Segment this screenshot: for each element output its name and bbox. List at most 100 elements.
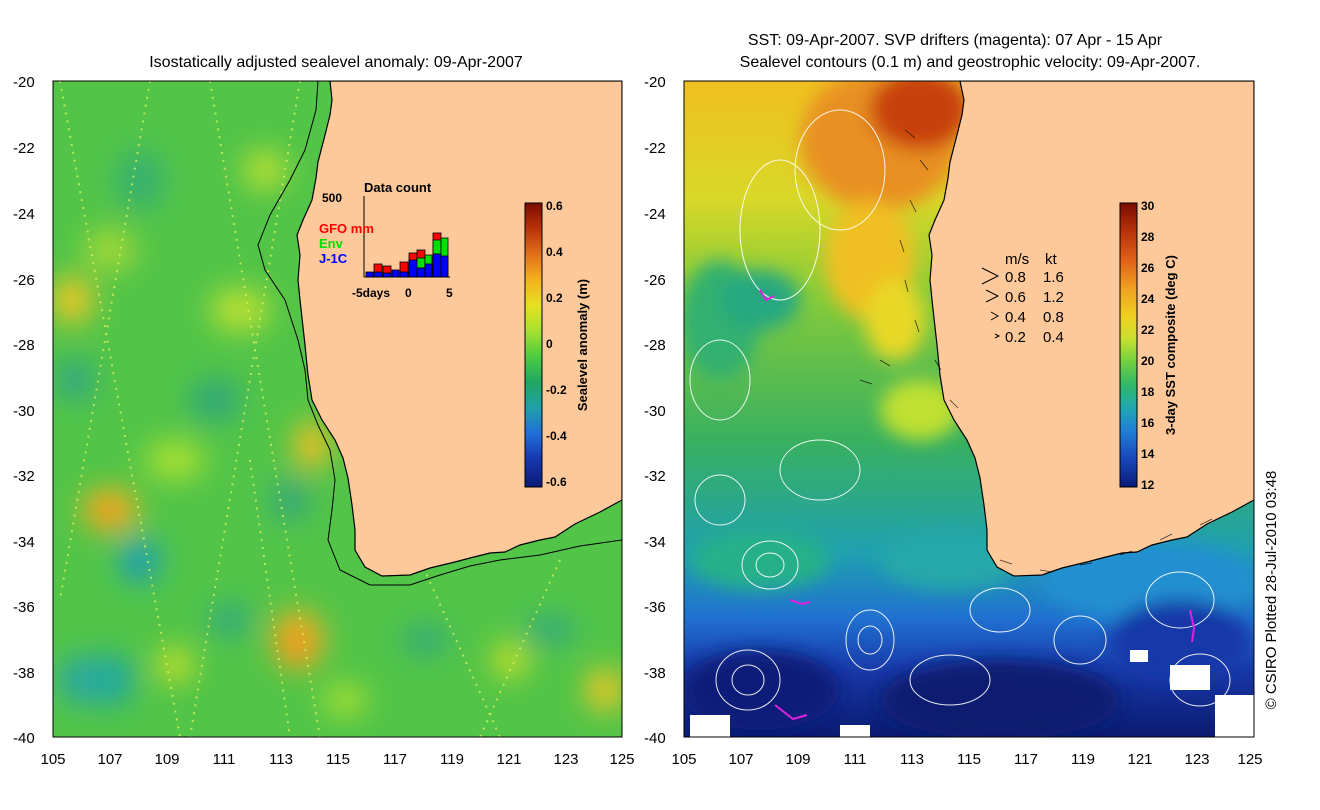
histogram-legend-gfo: GFO mm [319, 221, 374, 236]
right-frame [683, 80, 1255, 738]
velocity-legend-kt: 1.6 [1043, 269, 1064, 286]
left-y-axis: -20 -22 -24 -26 -28 -30 -32 -34 -36 -38 … [13, 74, 35, 747]
left-colorbar-tick: 0 [546, 337, 553, 351]
right-colorbar-tick: 30 [1141, 199, 1155, 213]
right-x-tick: 125 [1237, 751, 1262, 768]
velocity-arrow-icon [990, 311, 1000, 321]
right-colorbar: 30 28 26 24 22 20 18 16 14 12 3-day SST … [1119, 199, 1178, 492]
histogram-legend-env: Env [319, 236, 344, 251]
left-y-tick: -34 [13, 534, 35, 551]
right-velocity-arrows [859, 129, 1213, 573]
velocity-legend-ms: 0.4 [1005, 309, 1026, 326]
right-x-tick: 105 [671, 751, 696, 768]
left-x-tick: 117 [383, 751, 407, 768]
left-y-tick: -22 [13, 140, 35, 157]
data-count-histogram: Data count 500 GFO mm Env [319, 180, 453, 300]
histogram-xlabel-start: -5days [352, 286, 390, 300]
right-colorbar-tick: 20 [1141, 354, 1155, 368]
velocity-legend-header-kt: kt [1045, 251, 1058, 268]
left-y-tick: -38 [13, 665, 35, 682]
right-colorbar-tick: 18 [1141, 385, 1155, 399]
right-x-tick: 115 [957, 751, 981, 768]
left-x-tick: 121 [496, 751, 521, 768]
left-x-tick: 111 [213, 751, 236, 768]
right-cloud-mask [690, 650, 1254, 737]
left-colorbar-bar [524, 202, 543, 488]
right-y-tick: -22 [644, 140, 666, 157]
velocity-legend-ms: 0.8 [1005, 269, 1026, 286]
right-y-tick: -20 [644, 74, 666, 91]
left-y-tick: -26 [13, 272, 35, 289]
velocity-legend-ms: 0.6 [1005, 289, 1026, 306]
velocity-arrow-icon [985, 289, 1000, 303]
right-y-tick: -30 [644, 403, 666, 420]
right-y-tick: -24 [644, 206, 666, 223]
right-x-tick: 107 [728, 751, 753, 768]
left-x-tick: 107 [97, 751, 122, 768]
right-colorbar-tick: 24 [1141, 292, 1155, 306]
right-colorbar-tick: 28 [1141, 230, 1155, 244]
right-land [928, 81, 1254, 577]
right-colorbar-bar [1119, 202, 1138, 488]
left-y-tick: -32 [13, 468, 35, 485]
right-colorbar-tick: 16 [1141, 416, 1155, 430]
right-y-tick: -36 [644, 599, 666, 616]
left-x-tick: 105 [40, 751, 65, 768]
right-y-tick: -40 [644, 730, 666, 747]
right-drifter-tracks [759, 289, 1196, 721]
left-title: Isostatically adjusted sealevel anomaly:… [149, 54, 523, 71]
right-x-tick: 121 [1127, 751, 1152, 768]
left-colorbar: 0.6 0.4 0.2 0 -0.2 -0.4 -0.6 Sealevel an… [524, 199, 590, 489]
right-x-tick: 109 [785, 751, 810, 768]
left-x-tick: 109 [154, 751, 179, 768]
left-colorbar-tick: -0.2 [546, 383, 567, 397]
right-x-tick: 111 [844, 751, 867, 768]
right-y-tick: -28 [644, 337, 666, 354]
right-colorbar-tick: 22 [1141, 323, 1155, 337]
left-shelf-isobath [257, 81, 622, 586]
right-title-line1: SST: 09-Apr-2007. SVP drifters (magenta)… [748, 32, 1163, 49]
right-y-tick: -34 [644, 534, 666, 551]
velocity-legend-kt: 0.8 [1043, 309, 1064, 326]
left-altimeter-tracks [59, 81, 561, 737]
histogram-xlabel-end: 5 [446, 286, 453, 300]
right-y-tick: -38 [644, 665, 666, 682]
velocity-legend-header-ms: m/s [1005, 251, 1029, 268]
left-y-tick: -40 [13, 730, 35, 747]
right-colorbar-label: 3-day SST composite (deg C) [1163, 255, 1178, 435]
velocity-legend-ms: 0.2 [1005, 329, 1026, 346]
velocity-legend-kt: 1.2 [1043, 289, 1064, 306]
right-colorbar-tick: 14 [1141, 447, 1155, 461]
left-frame [52, 80, 623, 738]
left-colorbar-tick: 0.6 [546, 199, 563, 213]
velocity-arrow-icon [994, 333, 1001, 339]
left-y-tick: -24 [13, 206, 35, 223]
plot-credit: © CSIRO Plotted 28-Jul-2010 03:48 [1263, 471, 1280, 710]
left-x-tick: 119 [440, 751, 464, 768]
right-x-axis: 105 107 109 111 113 115 117 119 121 123 … [671, 751, 1262, 768]
histogram-bars [365, 232, 449, 278]
right-x-tick: 113 [900, 751, 924, 768]
left-y-tick: -30 [13, 403, 35, 420]
right-sealevel-contours [689, 109, 1231, 711]
left-colorbar-tick: 0.4 [546, 245, 563, 259]
right-colorbar-tick: 12 [1141, 478, 1155, 492]
left-x-axis: 105 107 109 111 113 115 117 119 121 123 … [40, 751, 634, 768]
right-y-tick: -26 [644, 272, 666, 289]
right-y-tick: -32 [644, 468, 666, 485]
left-colorbar-tick: 0.2 [546, 291, 563, 305]
left-x-tick: 125 [609, 751, 634, 768]
right-map [684, 81, 1254, 737]
right-x-tick: 123 [1184, 751, 1209, 768]
right-title-line2: Sealevel contours (0.1 m) and geostrophi… [740, 54, 1201, 71]
histogram-xlabel-zero: 0 [405, 286, 412, 300]
histogram-ymax: 500 [322, 191, 342, 205]
right-y-axis: -20 -22 -24 -26 -28 -30 -32 -34 -36 -38 … [644, 74, 666, 747]
left-x-tick: 113 [269, 751, 293, 768]
left-y-tick: -36 [13, 599, 35, 616]
left-colorbar-tick: -0.6 [546, 475, 567, 489]
left-y-tick: -20 [13, 74, 35, 91]
left-colorbar-tick: -0.4 [546, 429, 567, 443]
left-x-tick: 123 [553, 751, 578, 768]
